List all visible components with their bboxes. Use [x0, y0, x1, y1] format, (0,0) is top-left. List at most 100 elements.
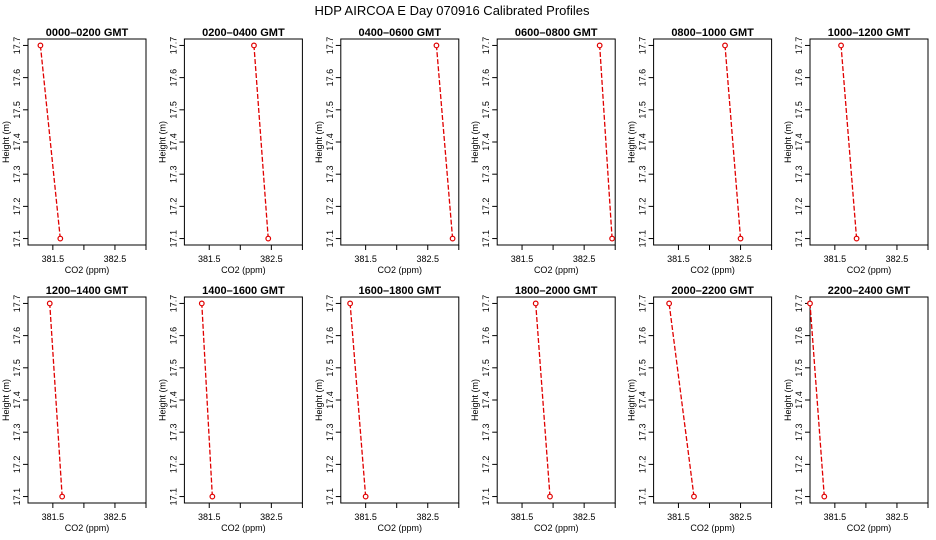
- x-axis-label: CO2 (ppm): [534, 523, 579, 533]
- x-axis-label: CO2 (ppm): [847, 523, 892, 533]
- x-tick-label: 381.5: [354, 512, 377, 522]
- y-tick-label: 17.6: [481, 327, 491, 345]
- data-point: [821, 493, 828, 500]
- x-axis-label: CO2 (ppm): [65, 523, 110, 533]
- data-point: [347, 300, 354, 307]
- x-tick-label: 382.5: [729, 254, 752, 264]
- panel-title: 1000–1200 GMT: [828, 27, 911, 39]
- plot-frame: [27, 38, 147, 246]
- y-tick-label: 17.1: [325, 230, 335, 248]
- y-tick-label: 17.4: [481, 133, 491, 151]
- x-tick-label: 381.5: [824, 254, 847, 264]
- y-axis-label: Height (m): [783, 379, 793, 421]
- plot-frame: [653, 296, 773, 504]
- plot-frame: [496, 38, 616, 246]
- data-point: [46, 300, 53, 307]
- y-tick-label: 17.5: [794, 359, 804, 377]
- y-tick-label: 17.2: [794, 198, 804, 216]
- y-tick-label: 17.3: [481, 165, 491, 183]
- panel-4: 0600–0800 GMT 381.5 382.5 17.1 17.2 17.3 17.4 1…: [470, 27, 616, 275]
- y-tick-label: 17.1: [638, 488, 648, 506]
- profile-line: [201, 303, 213, 497]
- y-axis-label: Height (m): [1, 379, 11, 421]
- plot-frame: [27, 296, 147, 504]
- y-tick-label: 17.5: [168, 101, 178, 119]
- y-tick-label: 17.6: [638, 327, 648, 345]
- profile-line: [599, 45, 613, 239]
- panel-8: 1400–1600 GMT 381.5 382.5 17.1 17.2 17.3 17.4 1…: [157, 285, 303, 533]
- panel-title: 0400–0600 GMT: [359, 27, 442, 39]
- y-tick-label: 17.6: [325, 69, 335, 87]
- plot-frame: [809, 38, 929, 246]
- y-tick-label: 17.1: [325, 488, 335, 506]
- y-tick-label: 17.3: [638, 165, 648, 183]
- x-tick-label: 381.5: [42, 254, 65, 264]
- panel-2: 0200–0400 GMT 381.5 382.5 17.1 17.2 17.3 17.4 1…: [157, 27, 303, 275]
- x-tick-label: 382.5: [260, 512, 283, 522]
- plot-frame: [496, 296, 616, 504]
- x-tick-label: 381.5: [42, 512, 65, 522]
- panel-title: 0800–1000 GMT: [671, 27, 754, 39]
- y-tick-label: 17.6: [168, 327, 178, 345]
- x-tick-label: 382.5: [729, 512, 752, 522]
- x-tick-label: 382.5: [104, 512, 127, 522]
- panel-12: 2200–2400 GMT 381.5 382.5 17.1 17.2 17.3 17.4 1…: [783, 285, 929, 533]
- x-tick-label: 382.5: [573, 254, 596, 264]
- x-tick-label: 381.5: [511, 512, 534, 522]
- data-point: [433, 42, 440, 49]
- data-point: [57, 235, 64, 242]
- panel-title: 0600–0800 GMT: [515, 27, 598, 39]
- panel-title: 0200–0400 GMT: [202, 27, 285, 39]
- x-tick-label: 381.5: [667, 254, 690, 264]
- y-tick-label: 17.2: [325, 198, 335, 216]
- y-tick-label: 17.6: [794, 69, 804, 87]
- profile-line: [809, 303, 825, 497]
- panel-7: 1200–1400 GMT 381.5 382.5 17.1 17.2 17.3 17.4 1…: [1, 285, 147, 533]
- y-tick-label: 17.5: [168, 359, 178, 377]
- y-tick-label: 17.3: [12, 423, 22, 441]
- y-tick-label: 17.6: [12, 69, 22, 87]
- y-tick-label: 17.4: [481, 391, 491, 409]
- y-tick-label: 17.7: [325, 295, 335, 313]
- y-axis-label: Height (m): [627, 379, 637, 421]
- y-tick-label: 17.1: [481, 230, 491, 248]
- y-tick-label: 17.7: [12, 37, 22, 55]
- x-axis-label: CO2 (ppm): [378, 523, 423, 533]
- y-tick-label: 17.1: [168, 230, 178, 248]
- y-axis-label: Height (m): [314, 379, 324, 421]
- x-tick-label: 381.5: [354, 254, 377, 264]
- data-point: [251, 42, 257, 49]
- y-tick-label: 17.3: [481, 423, 491, 441]
- y-tick-label: 17.3: [638, 423, 648, 441]
- x-axis-label: CO2 (ppm): [847, 265, 892, 275]
- profile-line: [253, 45, 269, 239]
- profile-line: [49, 303, 63, 497]
- y-tick-label: 17.6: [794, 327, 804, 345]
- y-tick-label: 17.7: [325, 37, 335, 55]
- profile-line: [349, 303, 367, 497]
- y-tick-label: 17.4: [12, 133, 22, 151]
- y-tick-label: 17.1: [12, 488, 22, 506]
- data-point: [722, 42, 728, 49]
- y-tick-label: 17.2: [481, 198, 491, 216]
- data-point: [838, 42, 844, 49]
- data-point: [691, 493, 697, 500]
- y-tick-label: 17.4: [794, 133, 804, 151]
- plot-frame: [340, 38, 460, 246]
- data-point: [547, 493, 553, 500]
- y-tick-label: 17.3: [794, 165, 804, 183]
- panel-3: 0400–0600 GMT 381.5 382.5 17.1 17.2 17.3 17.4 1…: [314, 27, 460, 275]
- y-tick-label: 17.4: [168, 133, 178, 151]
- x-axis-label: CO2 (ppm): [378, 265, 423, 275]
- data-point: [666, 300, 673, 307]
- y-axis-label: Height (m): [470, 379, 480, 421]
- y-tick-label: 17.1: [638, 230, 648, 248]
- y-tick-label: 17.7: [794, 295, 804, 313]
- plot-frame: [653, 38, 773, 246]
- x-tick-label: 382.5: [886, 254, 909, 264]
- y-tick-label: 17.7: [638, 37, 648, 55]
- data-point: [265, 235, 272, 242]
- y-tick-label: 17.7: [794, 37, 804, 55]
